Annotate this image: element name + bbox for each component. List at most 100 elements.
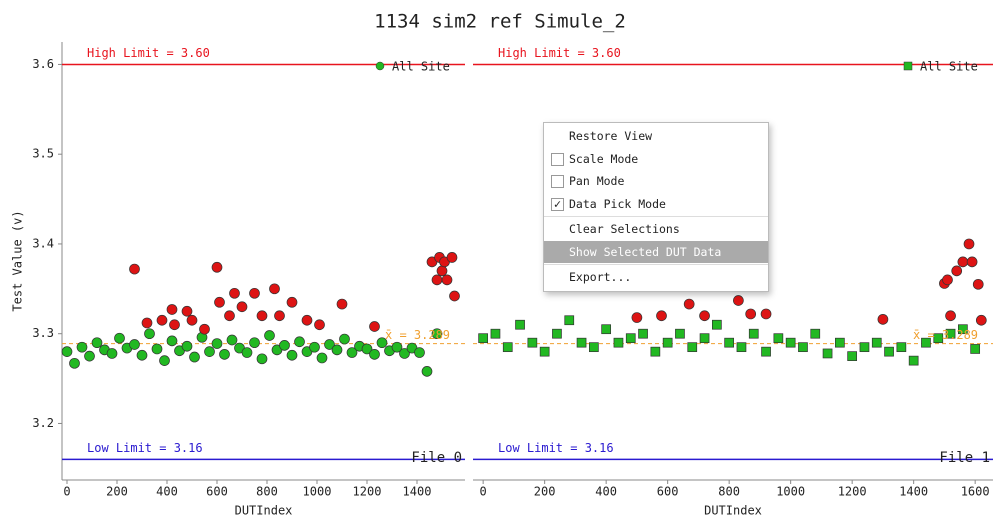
- data-point: [361, 343, 373, 355]
- menu-checkbox[interactable]: [551, 175, 564, 188]
- data-point: [951, 265, 963, 277]
- menu-label: Clear Selections: [569, 222, 680, 236]
- data-point: [106, 348, 118, 359]
- data-point: [224, 310, 235, 322]
- file-label: File 0: [411, 450, 462, 466]
- menu-item[interactable]: Show Selected DUT Data: [544, 240, 768, 263]
- data-point: [436, 265, 448, 277]
- x-tick-label: 400: [156, 485, 178, 499]
- data-point: [760, 308, 772, 320]
- data-point: [61, 346, 73, 358]
- chart-title: 1134 sim2 ref Simule_2: [374, 11, 626, 33]
- data-point: [736, 342, 747, 353]
- data-point: [249, 287, 260, 299]
- limit-label: Low Limit = 3.16: [498, 441, 614, 455]
- data-point: [314, 319, 325, 331]
- y-tick-label: 3.5: [32, 147, 54, 161]
- data-point: [564, 315, 575, 326]
- data-point: [662, 337, 673, 348]
- x-tick-label: 1000: [303, 485, 332, 499]
- data-point: [683, 298, 695, 310]
- data-point: [970, 344, 981, 354]
- data-point: [166, 335, 178, 347]
- data-point: [129, 339, 140, 350]
- data-point: [241, 347, 253, 358]
- data-point: [921, 337, 931, 348]
- data-point: [446, 252, 458, 263]
- data-point: [810, 328, 821, 339]
- data-point: [159, 355, 170, 366]
- data-point: [957, 256, 969, 268]
- data-point: [601, 324, 612, 335]
- menu-item[interactable]: ✓ Data Pick Mode: [544, 193, 768, 216]
- menu-separator: [544, 216, 768, 217]
- data-point: [835, 337, 845, 348]
- menu-item[interactable]: Restore View: [544, 125, 768, 148]
- data-point: [186, 314, 198, 326]
- data-point: [249, 337, 260, 349]
- data-point: [256, 310, 268, 322]
- x-axis-label: DUTIndex: [704, 504, 762, 518]
- data-point: [414, 347, 425, 358]
- data-point: [958, 324, 968, 335]
- limit-label: Low Limit = 3.16: [87, 441, 203, 455]
- data-point: [236, 301, 248, 313]
- data-point: [114, 332, 125, 344]
- data-point: [908, 355, 919, 366]
- data-point: [650, 346, 661, 357]
- menu-checkbox[interactable]: ✓: [551, 197, 564, 211]
- x-tick-label: 1600: [961, 485, 990, 499]
- mean-label: x̄ = 3.289: [913, 328, 978, 342]
- data-point: [169, 319, 180, 331]
- data-point: [773, 333, 784, 344]
- data-point: [613, 337, 624, 348]
- data-point: [733, 295, 744, 306]
- data-point: [972, 278, 984, 290]
- menu-label: Data Pick Mode: [569, 196, 666, 211]
- data-point: [226, 334, 238, 346]
- data-point: [84, 350, 95, 362]
- data-point: [301, 314, 313, 326]
- data-point: [798, 342, 808, 353]
- y-tick-label: 3.2: [32, 416, 54, 430]
- menu-item[interactable]: Clear Selections: [544, 218, 768, 241]
- data-point: [877, 313, 889, 325]
- data-point: [391, 341, 403, 353]
- menu-label: Pan Mode: [569, 174, 625, 188]
- x-tick-label: 200: [106, 485, 128, 499]
- context-menu: Restore View Scale Mode Pan Mode ✓ Data Pick…: [543, 122, 769, 292]
- legend-marker: [903, 61, 913, 71]
- data-point: [256, 353, 268, 365]
- data-point: [181, 305, 193, 317]
- data-point: [933, 333, 944, 344]
- data-point: [369, 321, 380, 332]
- x-tick-label: 400: [595, 485, 617, 499]
- menu-checkbox[interactable]: [551, 152, 564, 166]
- data-point: [316, 352, 328, 364]
- data-point: [687, 342, 698, 353]
- data-point: [181, 340, 193, 352]
- data-point: [449, 290, 460, 302]
- data-point: [339, 333, 350, 345]
- data-point: [76, 341, 88, 353]
- y-tick-label: 3.6: [32, 57, 54, 71]
- data-point: [748, 328, 759, 339]
- x-tick-label: 200: [534, 485, 556, 499]
- menu-item[interactable]: Pan Mode: [544, 170, 768, 193]
- menu-item[interactable]: Export...: [544, 266, 768, 289]
- data-point: [745, 308, 757, 320]
- data-point: [896, 342, 907, 353]
- data-point: [309, 341, 320, 353]
- data-point: [539, 346, 550, 357]
- data-point: [712, 319, 722, 330]
- x-tick-label: 1200: [838, 485, 867, 499]
- data-point: [204, 346, 215, 358]
- y-tick-label: 3.3: [32, 326, 54, 340]
- menu-item[interactable]: Scale Mode: [544, 148, 768, 171]
- data-point: [166, 304, 178, 315]
- data-point: [336, 298, 348, 310]
- x-tick-label: 600: [206, 485, 228, 499]
